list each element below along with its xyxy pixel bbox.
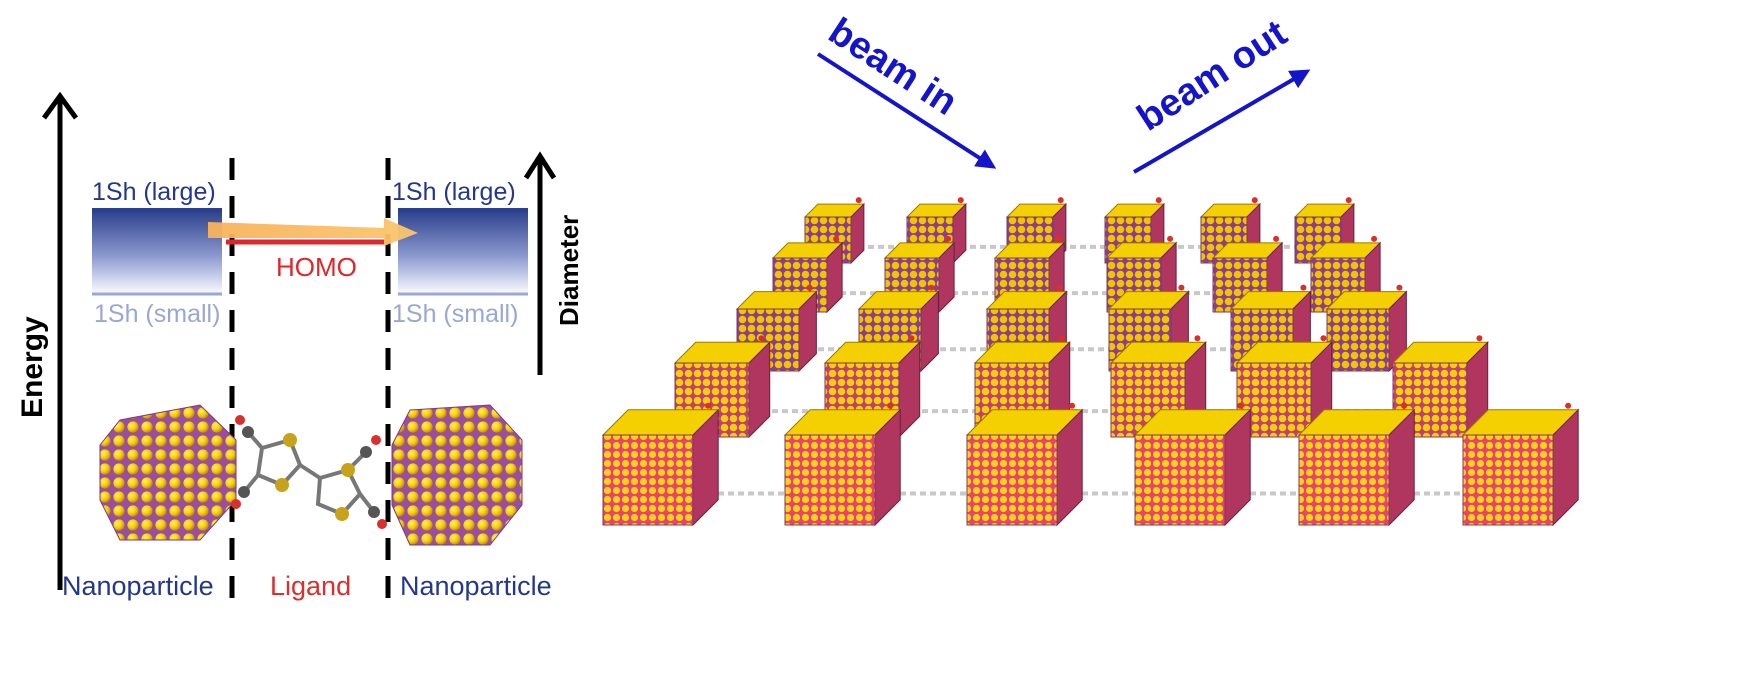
cube-nanoparticle xyxy=(1109,335,1207,439)
right-level-top-label: 1Sh (large) xyxy=(392,178,516,206)
nanoparticle-sphere-icon xyxy=(99,404,237,541)
energy-axis-label: Energy xyxy=(16,316,49,418)
nanoparticle-label-left: Nanoparticle xyxy=(62,571,214,601)
cube-nanoparticle xyxy=(1133,402,1252,527)
charge-transfer-arrow xyxy=(208,218,418,246)
cube-nanoparticle xyxy=(965,402,1084,527)
beam-in-label: beam in xyxy=(821,10,964,123)
nanoparticle-label-right: Nanoparticle xyxy=(400,571,552,601)
nanoparticle-sphere-icon xyxy=(391,404,523,546)
beam-out-arrow xyxy=(1132,69,1311,174)
left-energy-band xyxy=(92,210,222,295)
cube-nanoparticle xyxy=(1199,197,1262,265)
beam-in-arrow xyxy=(816,52,997,169)
beam-out-label: beam out xyxy=(1130,12,1295,139)
left-level-top-label: 1Sh (large) xyxy=(92,178,216,206)
cube-nanoparticle xyxy=(783,402,902,527)
ttf-ligand-molecule-icon xyxy=(231,415,387,529)
cube-nanoparticle xyxy=(1325,284,1408,373)
right-level-bottom-label: 1Sh (small) xyxy=(392,300,518,328)
cube-nanoparticle xyxy=(1461,402,1580,527)
energy-diagram: Energy Diameter 1Sh (large) 1Sh (small) … xyxy=(16,91,584,601)
nanoparticle-superlattice-icon xyxy=(601,197,1580,527)
left-level-bottom-label: 1Sh (small) xyxy=(94,300,220,328)
cube-nanoparticle xyxy=(1297,402,1416,527)
cube-nanoparticle xyxy=(1391,335,1489,439)
right-energy-band xyxy=(398,210,528,295)
diameter-axis-label: Diameter xyxy=(554,215,584,326)
cube-nanoparticle xyxy=(601,402,720,527)
homo-label: HOMO xyxy=(276,252,357,282)
diameter-axis xyxy=(523,151,557,375)
ligand-label: Ligand xyxy=(270,571,351,601)
energy-axis xyxy=(41,91,79,590)
